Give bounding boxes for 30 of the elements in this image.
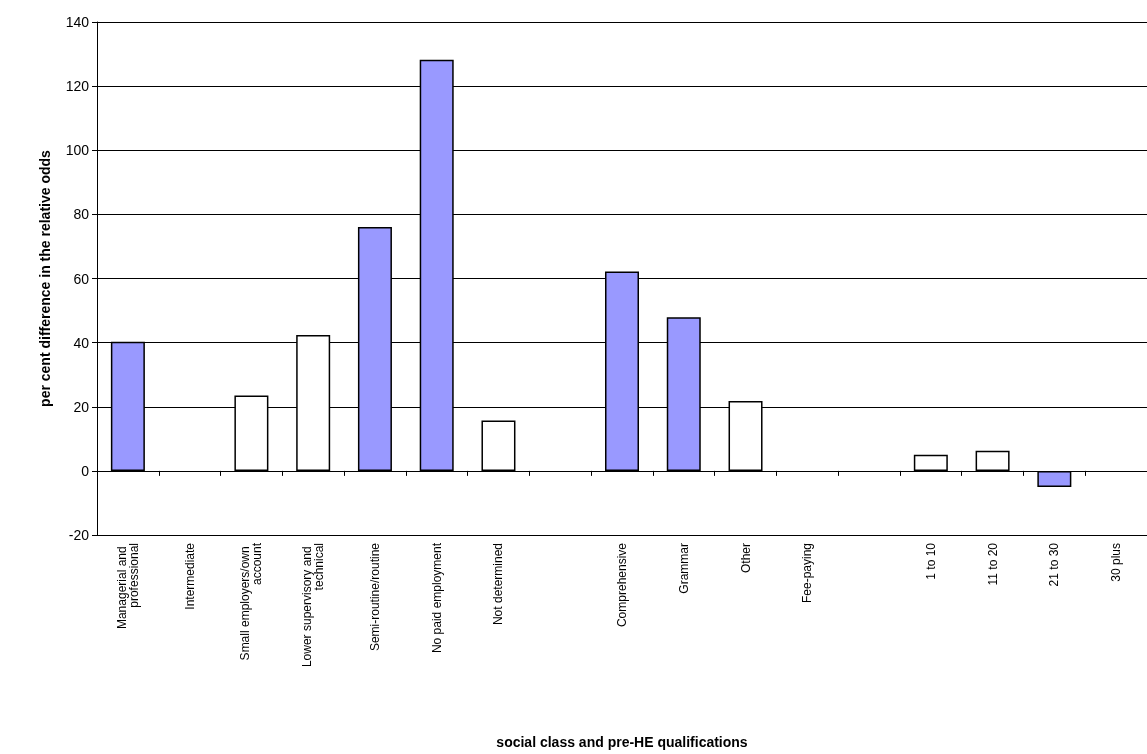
x-tick-label: No paid employment [429, 542, 444, 654]
x-tick-label: 21 to 30 [1047, 542, 1062, 587]
x-tick-label: Fee-paying [800, 543, 815, 604]
bar [913, 454, 948, 471]
x-tick-label: Grammar [676, 543, 691, 594]
x-tick-label: 1 to 10 [923, 542, 938, 580]
y-tick-label: 40 [73, 334, 90, 351]
x-tick-label: Comprehensive [615, 542, 629, 628]
y-tick-label: 140 [65, 14, 90, 30]
y-tick-label: 120 [65, 78, 90, 95]
x-axis-title: social class and pre-HE qualifications [496, 734, 748, 750]
x-tick-label: Semi-routine/routine [367, 542, 382, 652]
x-tick-label: Small employers/own account [238, 542, 265, 661]
y-tick-label: 100 [65, 142, 90, 159]
y-axis-title: per cent difference in the relative odds [37, 149, 53, 407]
x-tick-label: 11 to 20 [985, 542, 1000, 586]
x-tick-label: Intermediate [182, 542, 197, 610]
y-tick-label: 60 [73, 270, 90, 287]
bar [481, 420, 516, 471]
y-tick-label: 0 [81, 462, 90, 479]
y-tick-label: 20 [73, 398, 90, 415]
x-tick-label: Other [738, 543, 753, 574]
bar [1037, 470, 1072, 487]
y-tick-label: -20 [68, 527, 90, 543]
y-tick-label: 80 [73, 206, 90, 223]
bar [975, 450, 1010, 471]
x-tick-label: Not determined [491, 543, 506, 626]
x-tick-label: Managerial and professional [114, 543, 141, 630]
x-tick-label: 30 plus [1109, 543, 1124, 582]
x-tick-label: Lower supervisory and technical [300, 543, 327, 668]
